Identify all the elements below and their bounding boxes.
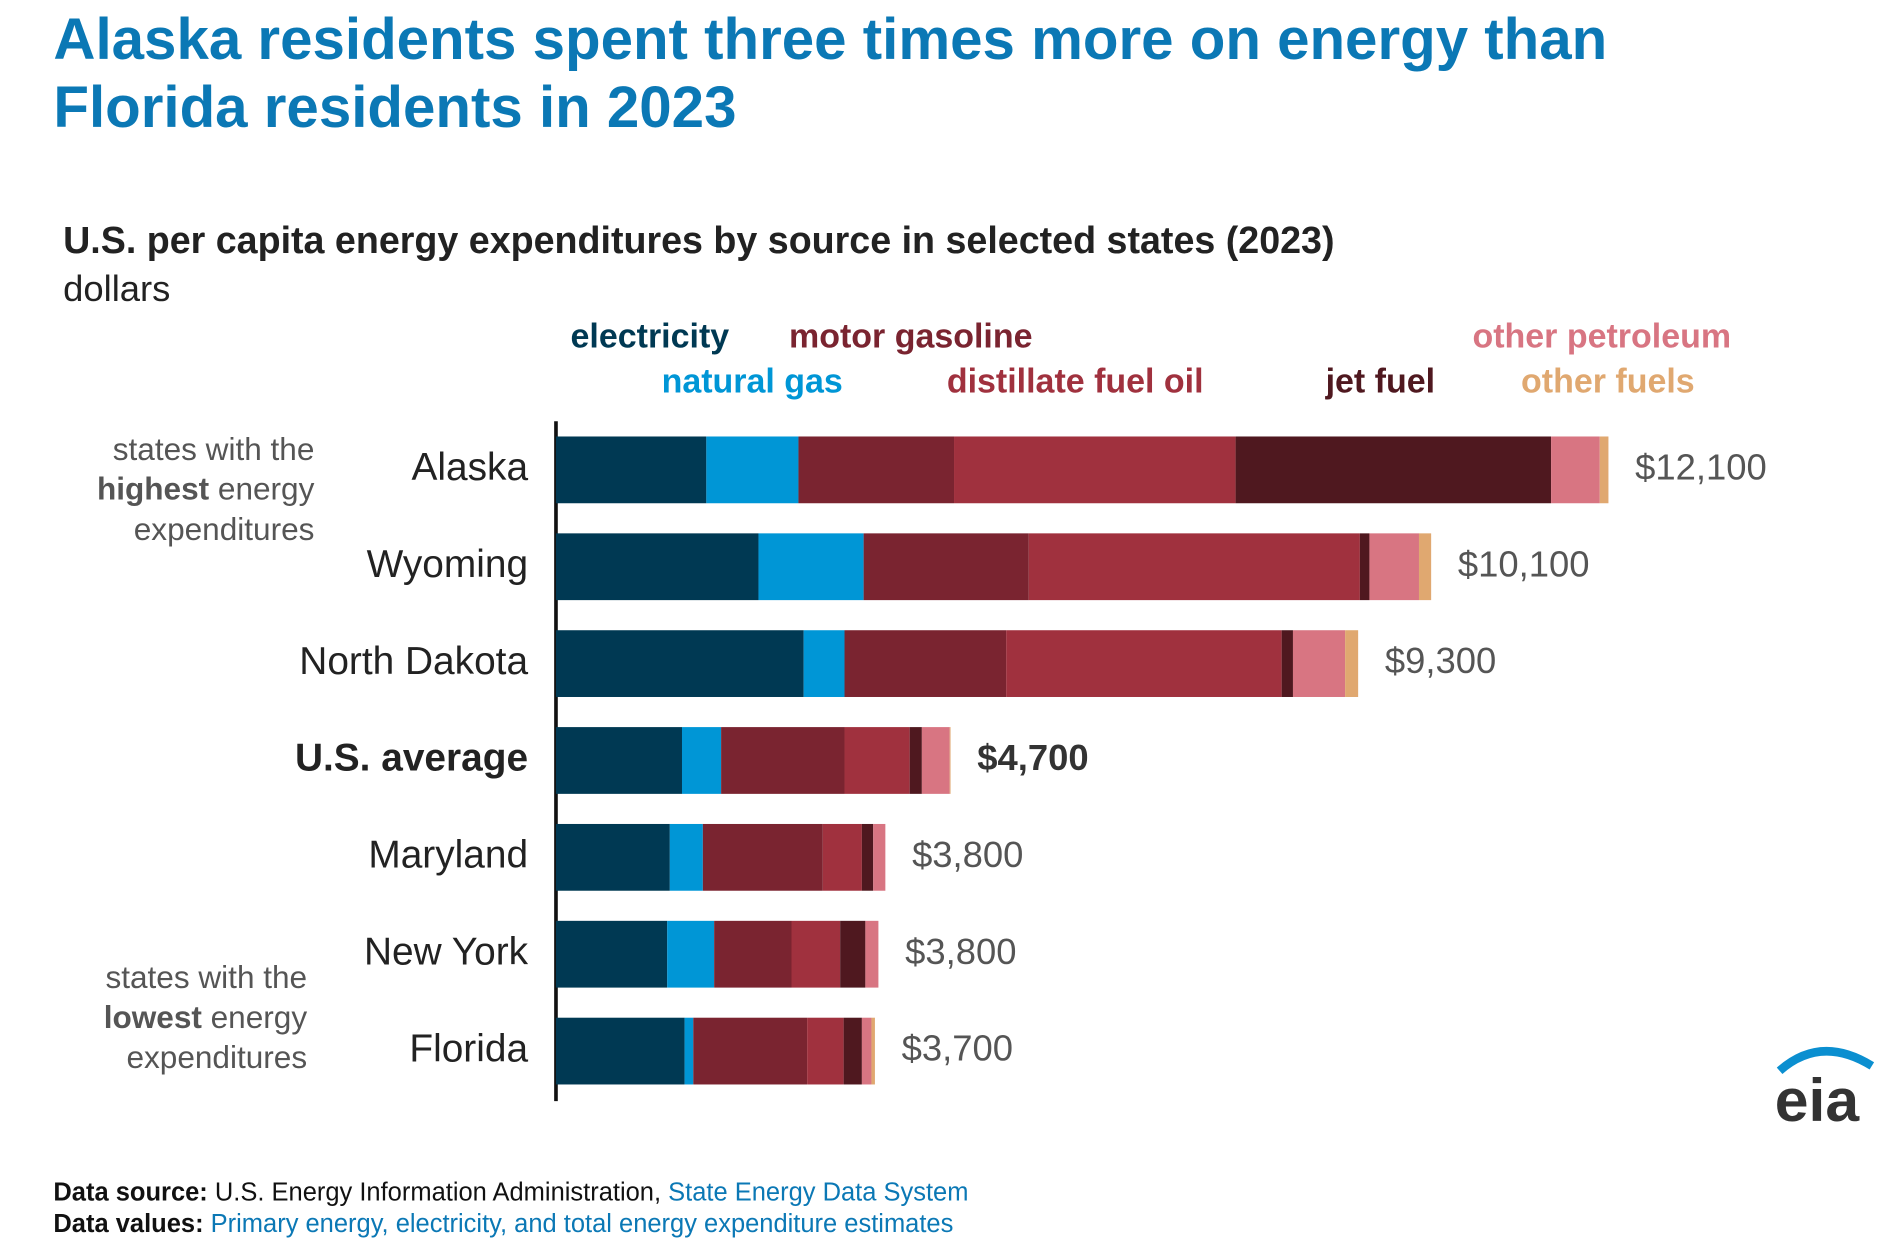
annotation: states with the bbox=[113, 431, 315, 467]
bar-segment bbox=[1028, 533, 1360, 601]
value-label: $9,300 bbox=[1385, 640, 1496, 681]
bar-segment bbox=[798, 436, 955, 504]
bar-segment bbox=[1599, 436, 1609, 504]
annotation-emphasis: lowest bbox=[104, 999, 203, 1035]
footer-label: Data source: bbox=[53, 1178, 207, 1206]
bar-segment bbox=[1345, 630, 1359, 697]
legend-label: other petroleum bbox=[1472, 318, 1731, 356]
bar-segment bbox=[555, 920, 668, 988]
footer-text: U.S. Energy Information Administration, bbox=[215, 1178, 661, 1206]
category-label: North Dakota bbox=[299, 640, 528, 683]
chart-subtitle: U.S. per capita energy expenditures by s… bbox=[63, 219, 1334, 261]
bar-segment bbox=[555, 436, 707, 504]
bar-segment bbox=[844, 630, 1007, 697]
bar-segment bbox=[843, 1017, 862, 1085]
footer-label: Data values: bbox=[53, 1210, 203, 1238]
annotation: highest energy bbox=[97, 471, 315, 507]
legend-label: natural gas bbox=[662, 363, 843, 401]
category-label: Florida bbox=[409, 1027, 528, 1070]
bar-segment bbox=[865, 920, 879, 988]
bar-segment bbox=[721, 727, 845, 794]
bar-segment bbox=[669, 823, 703, 891]
bar-segment bbox=[667, 920, 715, 988]
value-label: $12,100 bbox=[1635, 446, 1767, 487]
bar-segment bbox=[949, 727, 951, 794]
bar-segment bbox=[714, 920, 792, 988]
bar-segment bbox=[1292, 630, 1346, 697]
bar-segment bbox=[758, 533, 864, 601]
bar-segment bbox=[1369, 533, 1419, 601]
legend-label: motor gasoline bbox=[789, 318, 1032, 356]
logo-arc bbox=[1776, 1047, 1875, 1075]
bar-segment bbox=[803, 630, 845, 697]
bar-segment bbox=[909, 727, 922, 794]
bar-segment bbox=[807, 1017, 844, 1085]
value-label: $3,800 bbox=[912, 834, 1023, 875]
unit-label: dollars bbox=[63, 268, 170, 309]
bar-segment bbox=[702, 823, 823, 891]
annotation-text: energy bbox=[218, 471, 315, 507]
bar-segment bbox=[1006, 630, 1282, 697]
bar-segment bbox=[693, 1017, 808, 1085]
category-label: Alaska bbox=[412, 446, 529, 489]
bar-segment bbox=[681, 727, 722, 794]
bar-segment bbox=[954, 436, 1236, 504]
bar-segment bbox=[1235, 436, 1552, 504]
bar-segment bbox=[863, 533, 1029, 601]
bar-segment bbox=[1359, 533, 1370, 601]
annotation: expenditures bbox=[126, 1039, 307, 1075]
footer-link[interactable]: State Energy Data System bbox=[668, 1178, 968, 1206]
footer-link[interactable]: Primary energy, electricity, and total e… bbox=[211, 1210, 954, 1238]
annotation: lowest energy bbox=[104, 999, 308, 1035]
bar-segment bbox=[791, 920, 841, 988]
chart-title: Florida residents in 2023 bbox=[53, 75, 736, 140]
value-label: $3,700 bbox=[902, 1028, 1013, 1069]
category-label: Maryland bbox=[368, 834, 528, 877]
legend-label: other fuels bbox=[1521, 363, 1695, 401]
bar-segment bbox=[555, 727, 682, 794]
bar-segment bbox=[921, 727, 950, 794]
value-label: $3,800 bbox=[905, 931, 1016, 972]
bar-segment bbox=[822, 823, 862, 891]
bar-segment bbox=[873, 823, 886, 891]
value-label: $4,700 bbox=[977, 737, 1088, 778]
logo: eia bbox=[1775, 1066, 1861, 1134]
annotation: states with the bbox=[105, 959, 307, 995]
bar-segment bbox=[555, 533, 759, 601]
bar-segment bbox=[555, 630, 804, 697]
bar-segment bbox=[684, 1017, 694, 1085]
bar-segment bbox=[555, 1017, 685, 1085]
legend-label: electricity bbox=[571, 318, 730, 356]
bar-segment bbox=[706, 436, 799, 504]
category-label: New York bbox=[364, 930, 529, 973]
value-label: $10,100 bbox=[1458, 543, 1590, 584]
legend-label: distillate fuel oil bbox=[947, 363, 1204, 401]
bar-segment bbox=[840, 920, 866, 988]
bar-segment bbox=[871, 1017, 875, 1085]
legend-label: jet fuel bbox=[1325, 363, 1435, 401]
bar-segment bbox=[1281, 630, 1293, 697]
annotation: expenditures bbox=[134, 511, 315, 547]
bar-segment bbox=[1418, 533, 1432, 601]
bar-segment bbox=[555, 823, 670, 891]
bar-segment bbox=[861, 823, 874, 891]
bar-segment bbox=[844, 727, 910, 794]
footer: Data values: Primary energy, electricity… bbox=[53, 1210, 953, 1238]
category-label: Wyoming bbox=[367, 543, 528, 586]
annotation-text: energy bbox=[211, 999, 308, 1035]
annotation-emphasis: highest bbox=[97, 471, 210, 507]
chart-title: Alaska residents spent three times more … bbox=[53, 7, 1607, 72]
footer: Data source: U.S. Energy Information Adm… bbox=[53, 1178, 968, 1206]
category-label: U.S. average bbox=[295, 737, 528, 780]
bar-segment bbox=[1551, 436, 1600, 504]
bar-segment bbox=[861, 1017, 872, 1085]
